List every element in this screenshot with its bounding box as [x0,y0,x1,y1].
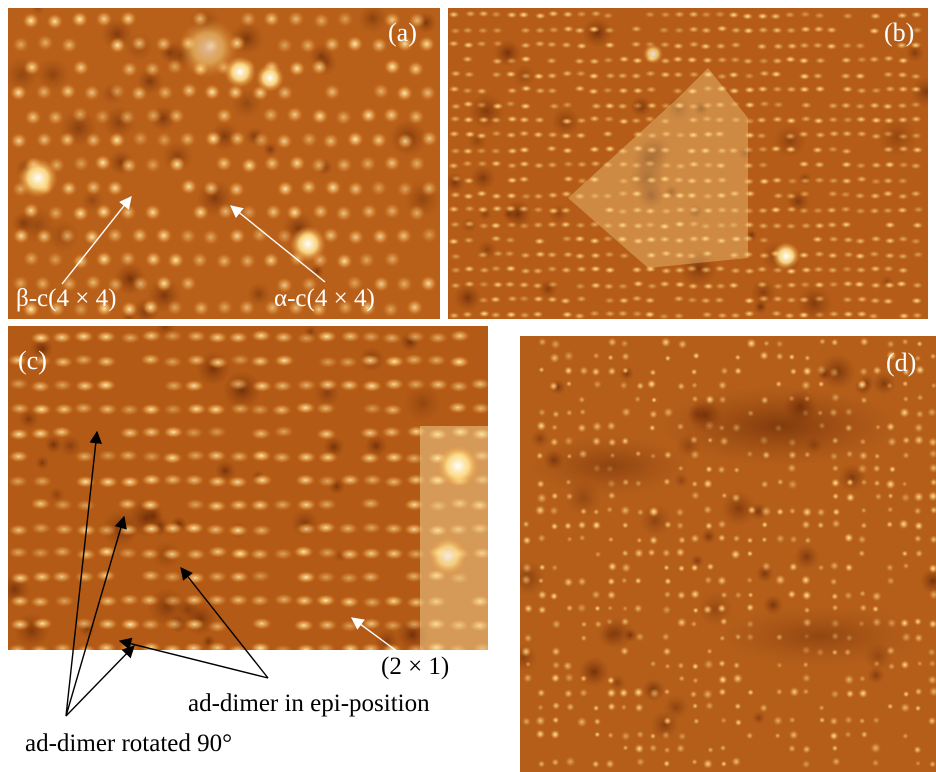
annotation-2x1: (2 × 1) [381,653,450,680]
panel-label-c: (c) [18,346,47,375]
stm-image-d [520,336,936,772]
arrow-rot-3 [65,645,135,717]
stm-image-panel-c: (c) [8,326,488,650]
stm-image-a [8,8,440,319]
stm-image-c [8,326,488,650]
stm-image-panel-d: (d) [520,336,936,772]
panel-label-d: (d) [886,348,917,377]
annotation-beta-c4x4: β-c(4 × 4) [16,285,117,312]
stm-image-panel-a: (a) [8,8,440,319]
stm-image-panel-b: (b) [448,8,928,319]
panel-label-a: (a) [388,18,417,47]
annotation-ad-dimer-epi: ad-dimer in epi-position [188,690,430,717]
stm-image-b [448,8,928,319]
panel-label-b: (b) [884,18,915,47]
annotation-ad-dimer-rotated: ad-dimer rotated 90° [25,730,233,757]
annotation-alpha-c4x4: α-c(4 × 4) [274,285,375,312]
